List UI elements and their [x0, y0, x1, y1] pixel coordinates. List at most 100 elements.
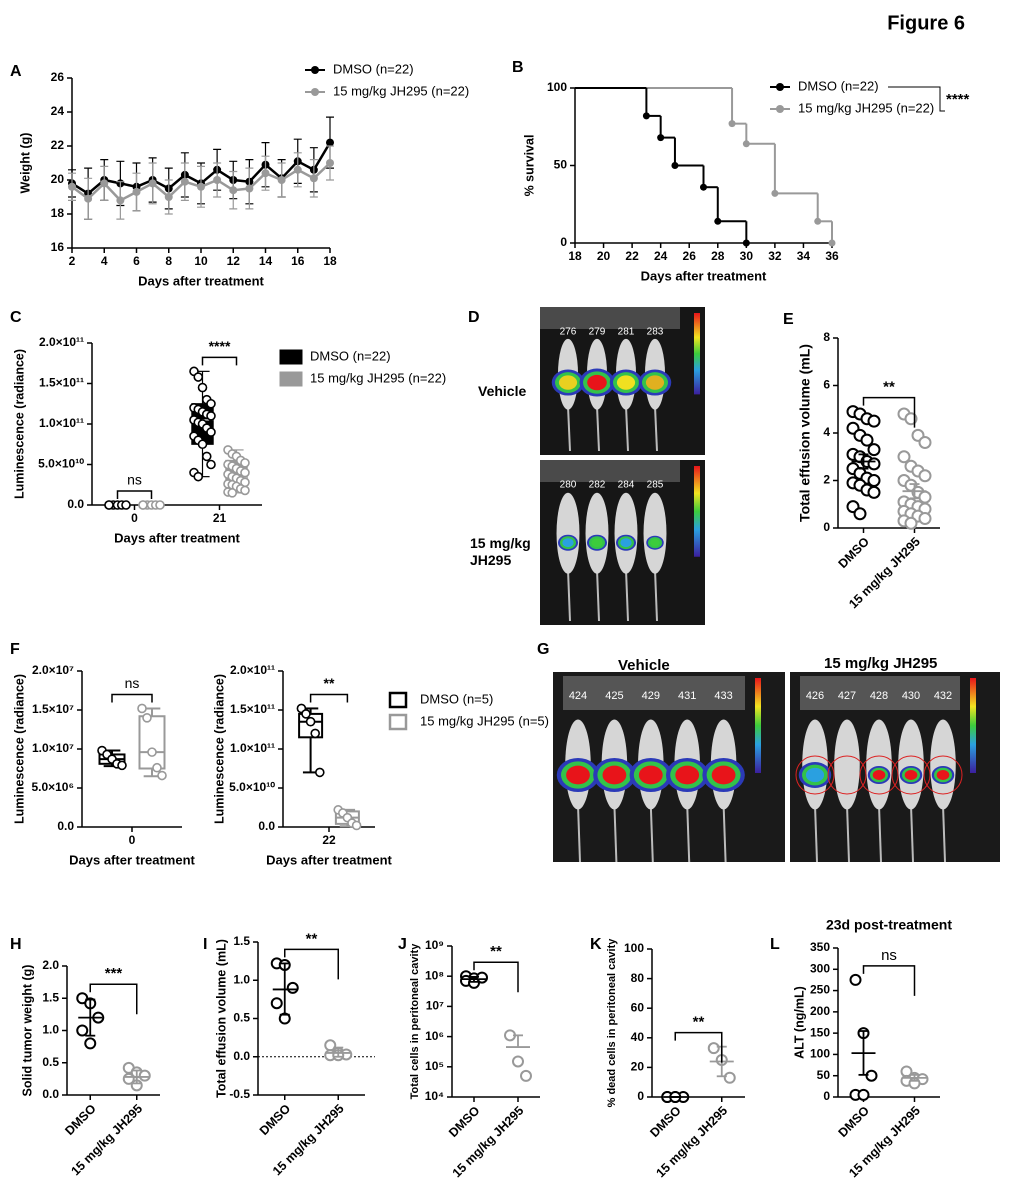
point	[771, 189, 779, 197]
x-axis-label: Days after treatment	[138, 273, 264, 288]
y-tick-label: 250	[810, 983, 830, 997]
point	[657, 134, 665, 142]
y-axis-label: Solid tumor weight (g)	[20, 965, 34, 1097]
legend-marker	[776, 83, 784, 91]
mouse	[614, 492, 638, 622]
x-tick-label: 24	[654, 249, 668, 263]
data-point	[240, 467, 250, 478]
data-point	[84, 1037, 97, 1050]
legend-swatch	[388, 691, 408, 709]
mouse-id: 283	[647, 327, 664, 338]
mouse-body	[898, 719, 924, 810]
y-tick-label: 1.0×10⁷	[32, 741, 74, 755]
point	[68, 182, 76, 191]
y-tick-label: 150	[810, 1025, 830, 1039]
mouse-body	[834, 719, 860, 810]
y-axis-label: ALT (ng/mL)	[792, 986, 806, 1059]
roi	[795, 755, 835, 795]
y-tick-label: 350	[810, 940, 830, 954]
y-tick-label: 0.0	[57, 819, 74, 833]
mouse	[643, 492, 667, 622]
roi	[923, 755, 963, 795]
mouse-id: 432	[934, 690, 952, 702]
y-tick-label: 100	[624, 941, 644, 955]
y-axis-label: % dead cells in peritoneal cavity	[606, 938, 618, 1108]
y-tick-label: 16	[51, 240, 65, 254]
mouse-tail	[942, 804, 946, 863]
x-tick-label: 16	[291, 254, 305, 268]
x-tick-label: DMSO	[446, 1103, 483, 1140]
x-tick-label: 30	[740, 249, 754, 263]
significance-label: **	[324, 675, 335, 691]
mouse-id: 427	[838, 690, 856, 702]
signal	[587, 374, 607, 391]
data-point	[206, 427, 216, 437]
significance-label: ***	[105, 965, 123, 982]
legend-label: DMSO (n=22)	[798, 78, 879, 93]
mouse	[629, 719, 673, 863]
mouse	[609, 338, 643, 452]
mouse-tail	[722, 804, 727, 863]
y-tick-label: 4	[823, 425, 830, 439]
point	[293, 165, 302, 174]
mouse-tail	[625, 406, 629, 452]
data-point	[286, 981, 299, 994]
data-point	[155, 500, 165, 510]
panel-label: H	[10, 936, 22, 953]
signal	[872, 770, 886, 780]
mouse-id: 281	[618, 327, 635, 338]
mouse-body	[585, 492, 609, 574]
y-tick-label: 22	[51, 138, 65, 152]
mouse-tail	[654, 406, 658, 452]
legend-marker	[311, 66, 319, 74]
data-point	[206, 398, 216, 409]
figure-title: Figure 6	[887, 12, 965, 34]
legend-label: 15 mg/kg JH295 (n=22)	[333, 83, 469, 98]
point	[164, 193, 173, 201]
y-tick-label: 1.5×10¹¹	[230, 702, 275, 716]
signal	[711, 765, 736, 785]
significance-label: ns	[881, 947, 897, 964]
x-tick-label: DMSO	[836, 1103, 873, 1140]
signal	[602, 765, 627, 785]
column-label: 15 mg/kg JH295	[824, 655, 938, 672]
mouse	[866, 719, 892, 863]
significance-label: ns	[127, 472, 142, 488]
data-point	[324, 1039, 337, 1052]
signal	[591, 538, 603, 548]
significance-bracket	[201, 356, 238, 366]
x-tick-label: 0	[129, 833, 136, 847]
x-tick-label: 10	[194, 254, 208, 268]
y-tick-label: 5.0×10¹⁰	[38, 457, 84, 471]
legend-label: DMSO (n=22)	[310, 348, 391, 363]
y-tick-label: 10⁵	[425, 1059, 444, 1073]
point	[309, 174, 318, 183]
significance-bracket	[309, 693, 349, 703]
y-tick-label: 20	[51, 172, 65, 186]
significance-label: ****	[209, 338, 231, 354]
y-tick-label: 80	[631, 971, 645, 985]
x-axis-label: Days after treatment	[114, 530, 240, 545]
y-tick-label: 2	[823, 473, 830, 487]
point	[742, 140, 750, 148]
y-axis-label: Total effusion volume (mL)	[214, 939, 228, 1098]
mouse-id: 280	[560, 480, 577, 491]
y-tick-label: 6	[823, 378, 830, 392]
y-tick-label: 18	[51, 206, 65, 220]
panel-label: B	[512, 59, 524, 76]
mouse-tail	[577, 804, 581, 863]
colorbar	[694, 313, 700, 395]
significance-label: **	[306, 930, 318, 947]
panel-label: J	[398, 936, 407, 953]
significance-bracket	[862, 396, 916, 428]
data-point	[918, 512, 932, 525]
legend-marker	[776, 105, 784, 113]
legend-label: 15 mg/kg JH295 (n=22)	[310, 370, 446, 385]
x-axis-label: Days after treatment	[641, 268, 767, 283]
data-point	[197, 439, 208, 450]
point	[229, 186, 238, 195]
significance-bracket	[862, 965, 916, 996]
row-label: 15 mg/kg JH295	[470, 535, 531, 568]
point	[326, 159, 334, 167]
point	[671, 162, 679, 169]
